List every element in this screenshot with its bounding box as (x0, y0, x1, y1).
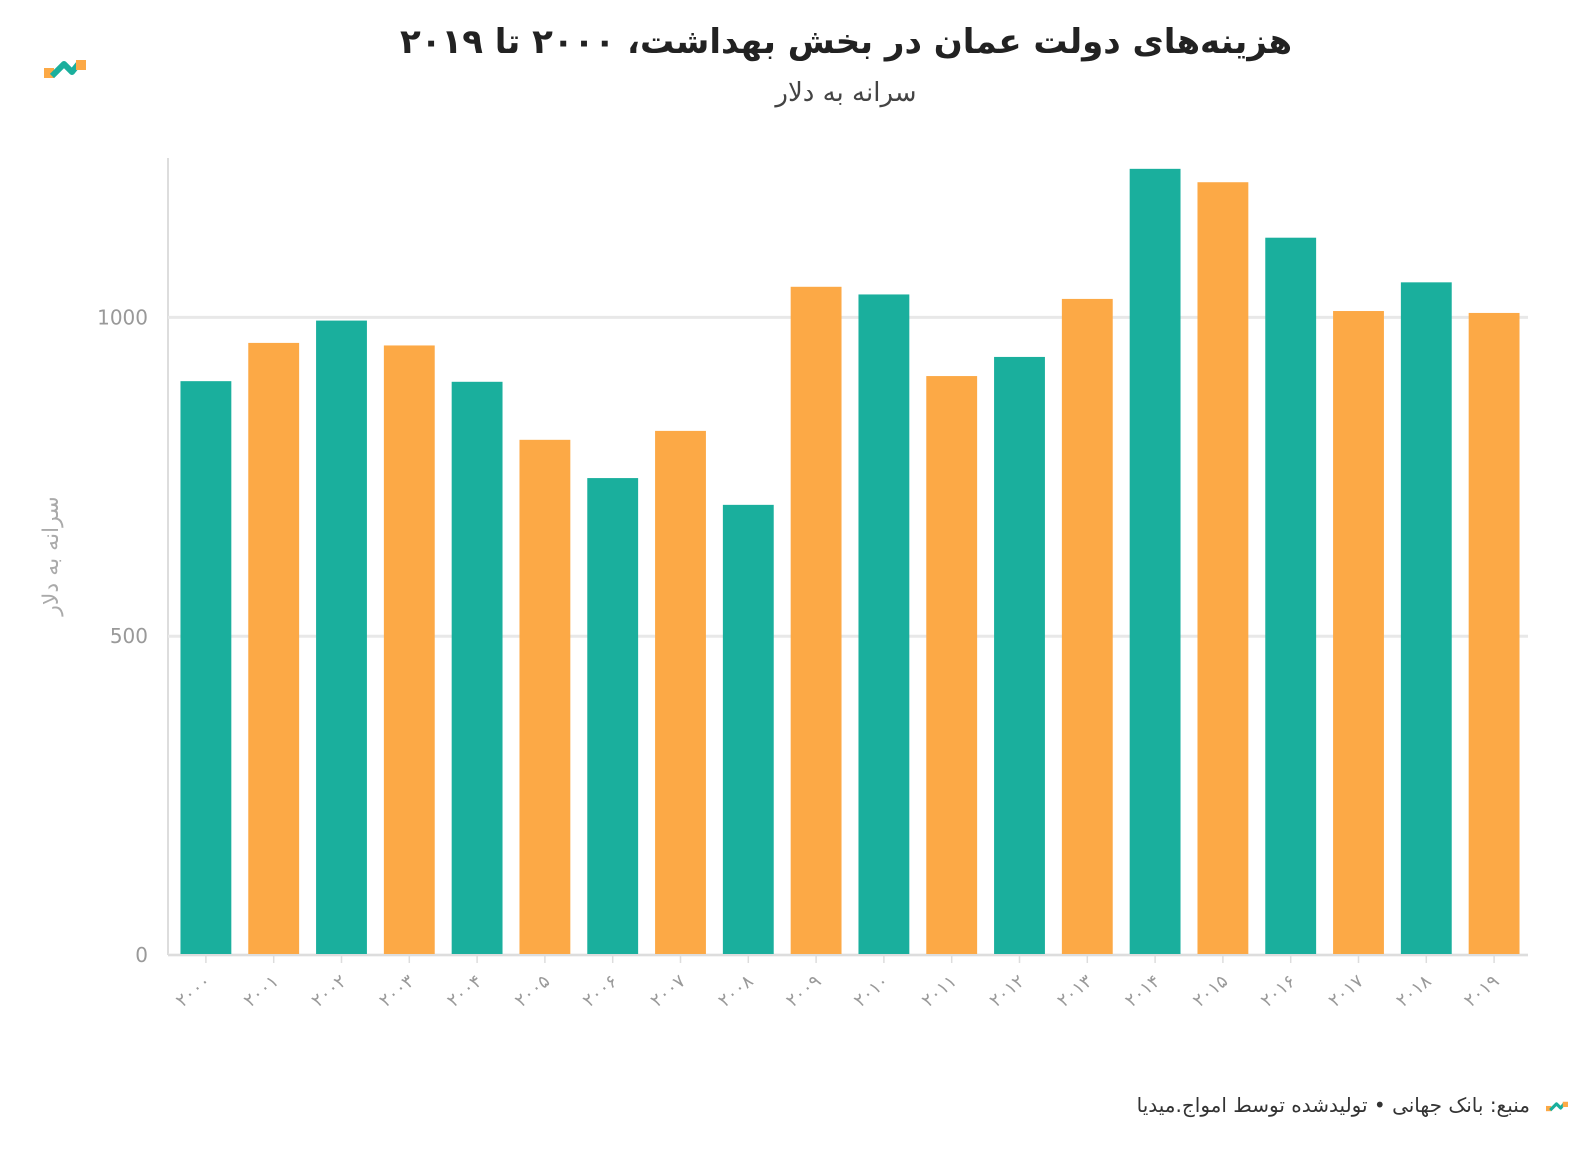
bar (1061, 298, 1113, 955)
bar (383, 345, 435, 955)
bar (316, 320, 367, 955)
x-tick-label: ۲۰۱۱ (918, 971, 961, 1012)
amwaj-logo-icon (44, 60, 86, 79)
x-tick-label: ۲۰۰۹ (782, 971, 825, 1012)
bar (1265, 237, 1317, 955)
x-tick-label: ۲۰۱۲ (986, 971, 1029, 1012)
source-footer: منبع: بانک جهانی • تولیدشده توسط امواج.م… (1136, 1093, 1530, 1117)
bar (858, 294, 910, 955)
bar (451, 381, 503, 955)
x-tick-label: ۲۰۰۷ (647, 971, 690, 1012)
x-tick-label: ۲۰۱۶ (1257, 971, 1300, 1012)
x-tick-label: ۲۰۰۸ (714, 971, 757, 1012)
x-tick-label: ۲۰۰۵ (511, 971, 554, 1012)
y-axis-label: سرانه به دلار (39, 496, 64, 616)
bar (1400, 282, 1452, 955)
chart-title: هزینه‌های دولت عمان در بخش بهداشت، ۲۰۰۰ … (399, 22, 1293, 62)
x-tick-label: ۲۰۱۸ (1392, 971, 1435, 1012)
chart-subtitle: سرانه به دلار (775, 78, 917, 108)
x-tick-label: ۲۰۱۵ (1189, 971, 1232, 1012)
amwaj-logo-small-icon (1546, 1101, 1568, 1112)
x-tick-label: ۲۰۰۶ (579, 971, 622, 1012)
y-tick-label: 500 (110, 624, 148, 648)
x-tick-label: ۲۰۰۴ (443, 971, 486, 1012)
x-tick-label: ۲۰۱۰ (850, 971, 893, 1012)
x-tick-label: ۲۰۱۴ (1121, 971, 1164, 1012)
y-tick-label: 1000 (97, 305, 148, 329)
bar (994, 356, 1045, 955)
bar (1468, 312, 1520, 956)
bar (722, 504, 774, 955)
x-tick-label: ۲۰۰۲ (308, 971, 351, 1012)
x-tick-label: ۲۰۱۳ (1053, 971, 1096, 1012)
bar (587, 478, 639, 955)
bar (926, 376, 978, 955)
x-tick-label: ۲۰۰۰ (172, 971, 215, 1012)
bar (1129, 168, 1181, 955)
bar (248, 342, 300, 955)
x-tick-label: ۲۰۰۱ (240, 971, 283, 1012)
x-tick-label: ۲۰۱۹ (1460, 971, 1503, 1012)
y-tick-label: 0 (135, 943, 148, 967)
bar (790, 286, 842, 956)
x-tick-label: ۲۰۰۳ (375, 971, 418, 1012)
bar (1197, 182, 1249, 955)
x-tick-label: ۲۰۱۷ (1325, 971, 1368, 1012)
bar (519, 439, 571, 955)
bar (1333, 311, 1384, 955)
bar (655, 430, 706, 955)
bar (180, 381, 232, 955)
